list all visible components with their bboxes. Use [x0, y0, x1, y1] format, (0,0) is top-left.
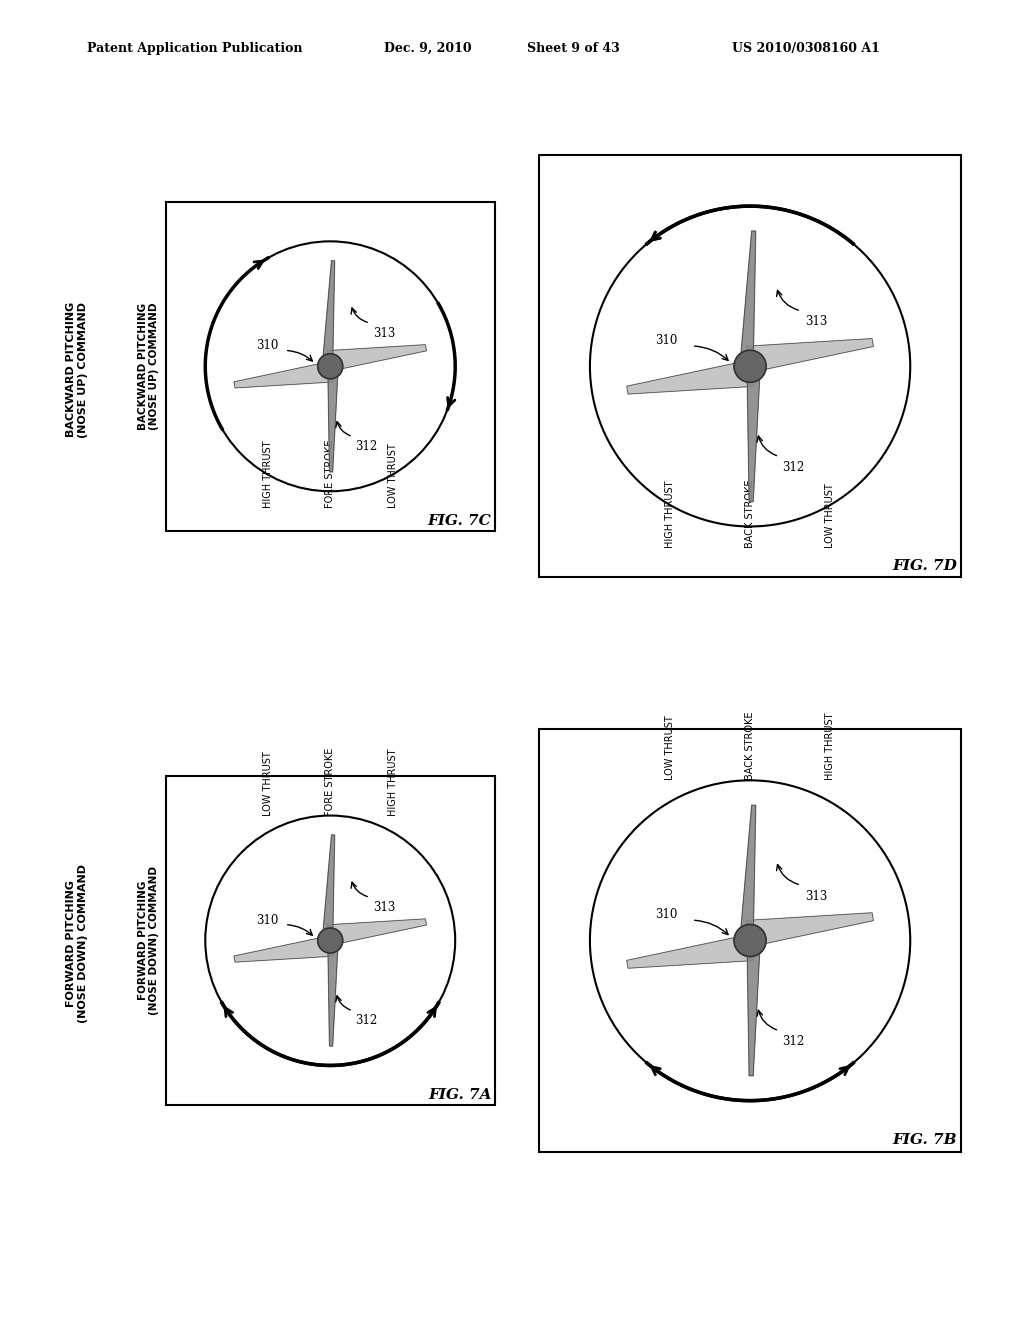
Polygon shape [328, 345, 426, 371]
Text: Dec. 9, 2010: Dec. 9, 2010 [384, 42, 472, 55]
Text: LOW THRUST: LOW THRUST [388, 444, 397, 508]
Text: FIG. 7D: FIG. 7D [892, 560, 956, 573]
Text: 313: 313 [806, 315, 827, 329]
Text: 310: 310 [655, 334, 678, 347]
Polygon shape [328, 940, 338, 1045]
Polygon shape [748, 367, 760, 502]
Polygon shape [627, 935, 754, 968]
Text: FORE STROKE: FORE STROKE [326, 747, 335, 816]
Polygon shape [328, 366, 338, 471]
Text: BACKWARD PITCHING
(NOSE UP) COMMAND: BACKWARD PITCHING (NOSE UP) COMMAND [137, 302, 160, 430]
Text: 312: 312 [355, 440, 378, 453]
Polygon shape [234, 362, 333, 388]
Text: 310: 310 [256, 339, 279, 352]
Circle shape [734, 924, 766, 957]
Text: FORE STROKE: FORE STROKE [326, 440, 335, 508]
Text: LOW THRUST: LOW THRUST [825, 483, 836, 548]
Polygon shape [740, 231, 756, 367]
Text: Patent Application Publication: Patent Application Publication [87, 42, 302, 55]
Polygon shape [234, 936, 333, 962]
Polygon shape [323, 261, 335, 367]
Text: HIGH THRUST: HIGH THRUST [665, 480, 675, 548]
Text: LOW THRUST: LOW THRUST [263, 751, 272, 816]
Text: LOW THRUST: LOW THRUST [665, 715, 675, 780]
Polygon shape [748, 940, 760, 1076]
Text: 313: 313 [806, 890, 827, 903]
Polygon shape [328, 919, 426, 945]
Circle shape [734, 350, 766, 383]
Polygon shape [746, 339, 873, 372]
Text: 312: 312 [355, 1014, 378, 1027]
Text: 313: 313 [374, 326, 396, 339]
Text: FIG. 7A: FIG. 7A [428, 1088, 492, 1102]
Polygon shape [627, 360, 754, 393]
Text: BACK STROKE: BACK STROKE [745, 479, 755, 548]
Text: FIG. 7C: FIG. 7C [428, 513, 492, 528]
Text: FORWARD PITCHING
(NOSE DOWN) COMMAND: FORWARD PITCHING (NOSE DOWN) COMMAND [66, 865, 88, 1023]
Polygon shape [323, 836, 335, 941]
Text: 310: 310 [655, 908, 678, 921]
Text: Sheet 9 of 43: Sheet 9 of 43 [527, 42, 621, 55]
Text: 312: 312 [782, 1035, 805, 1048]
Text: BACKWARD PITCHING
(NOSE UP) COMMAND: BACKWARD PITCHING (NOSE UP) COMMAND [66, 301, 88, 438]
Polygon shape [746, 913, 873, 946]
Text: BACK STROKE: BACK STROKE [745, 711, 755, 780]
Text: HIGH THRUST: HIGH THRUST [263, 441, 272, 508]
Text: HIGH THRUST: HIGH THRUST [825, 713, 836, 780]
Circle shape [317, 928, 343, 953]
Polygon shape [740, 805, 756, 941]
Text: HIGH THRUST: HIGH THRUST [388, 748, 397, 816]
Text: FORWARD PITCHING
(NOSE DOWN) COMMAND: FORWARD PITCHING (NOSE DOWN) COMMAND [137, 866, 160, 1015]
Circle shape [317, 354, 343, 379]
Text: US 2010/0308160 A1: US 2010/0308160 A1 [732, 42, 880, 55]
Text: 312: 312 [782, 461, 805, 474]
Text: 310: 310 [256, 913, 279, 927]
Text: FIG. 7B: FIG. 7B [892, 1134, 956, 1147]
Text: 313: 313 [374, 900, 396, 913]
